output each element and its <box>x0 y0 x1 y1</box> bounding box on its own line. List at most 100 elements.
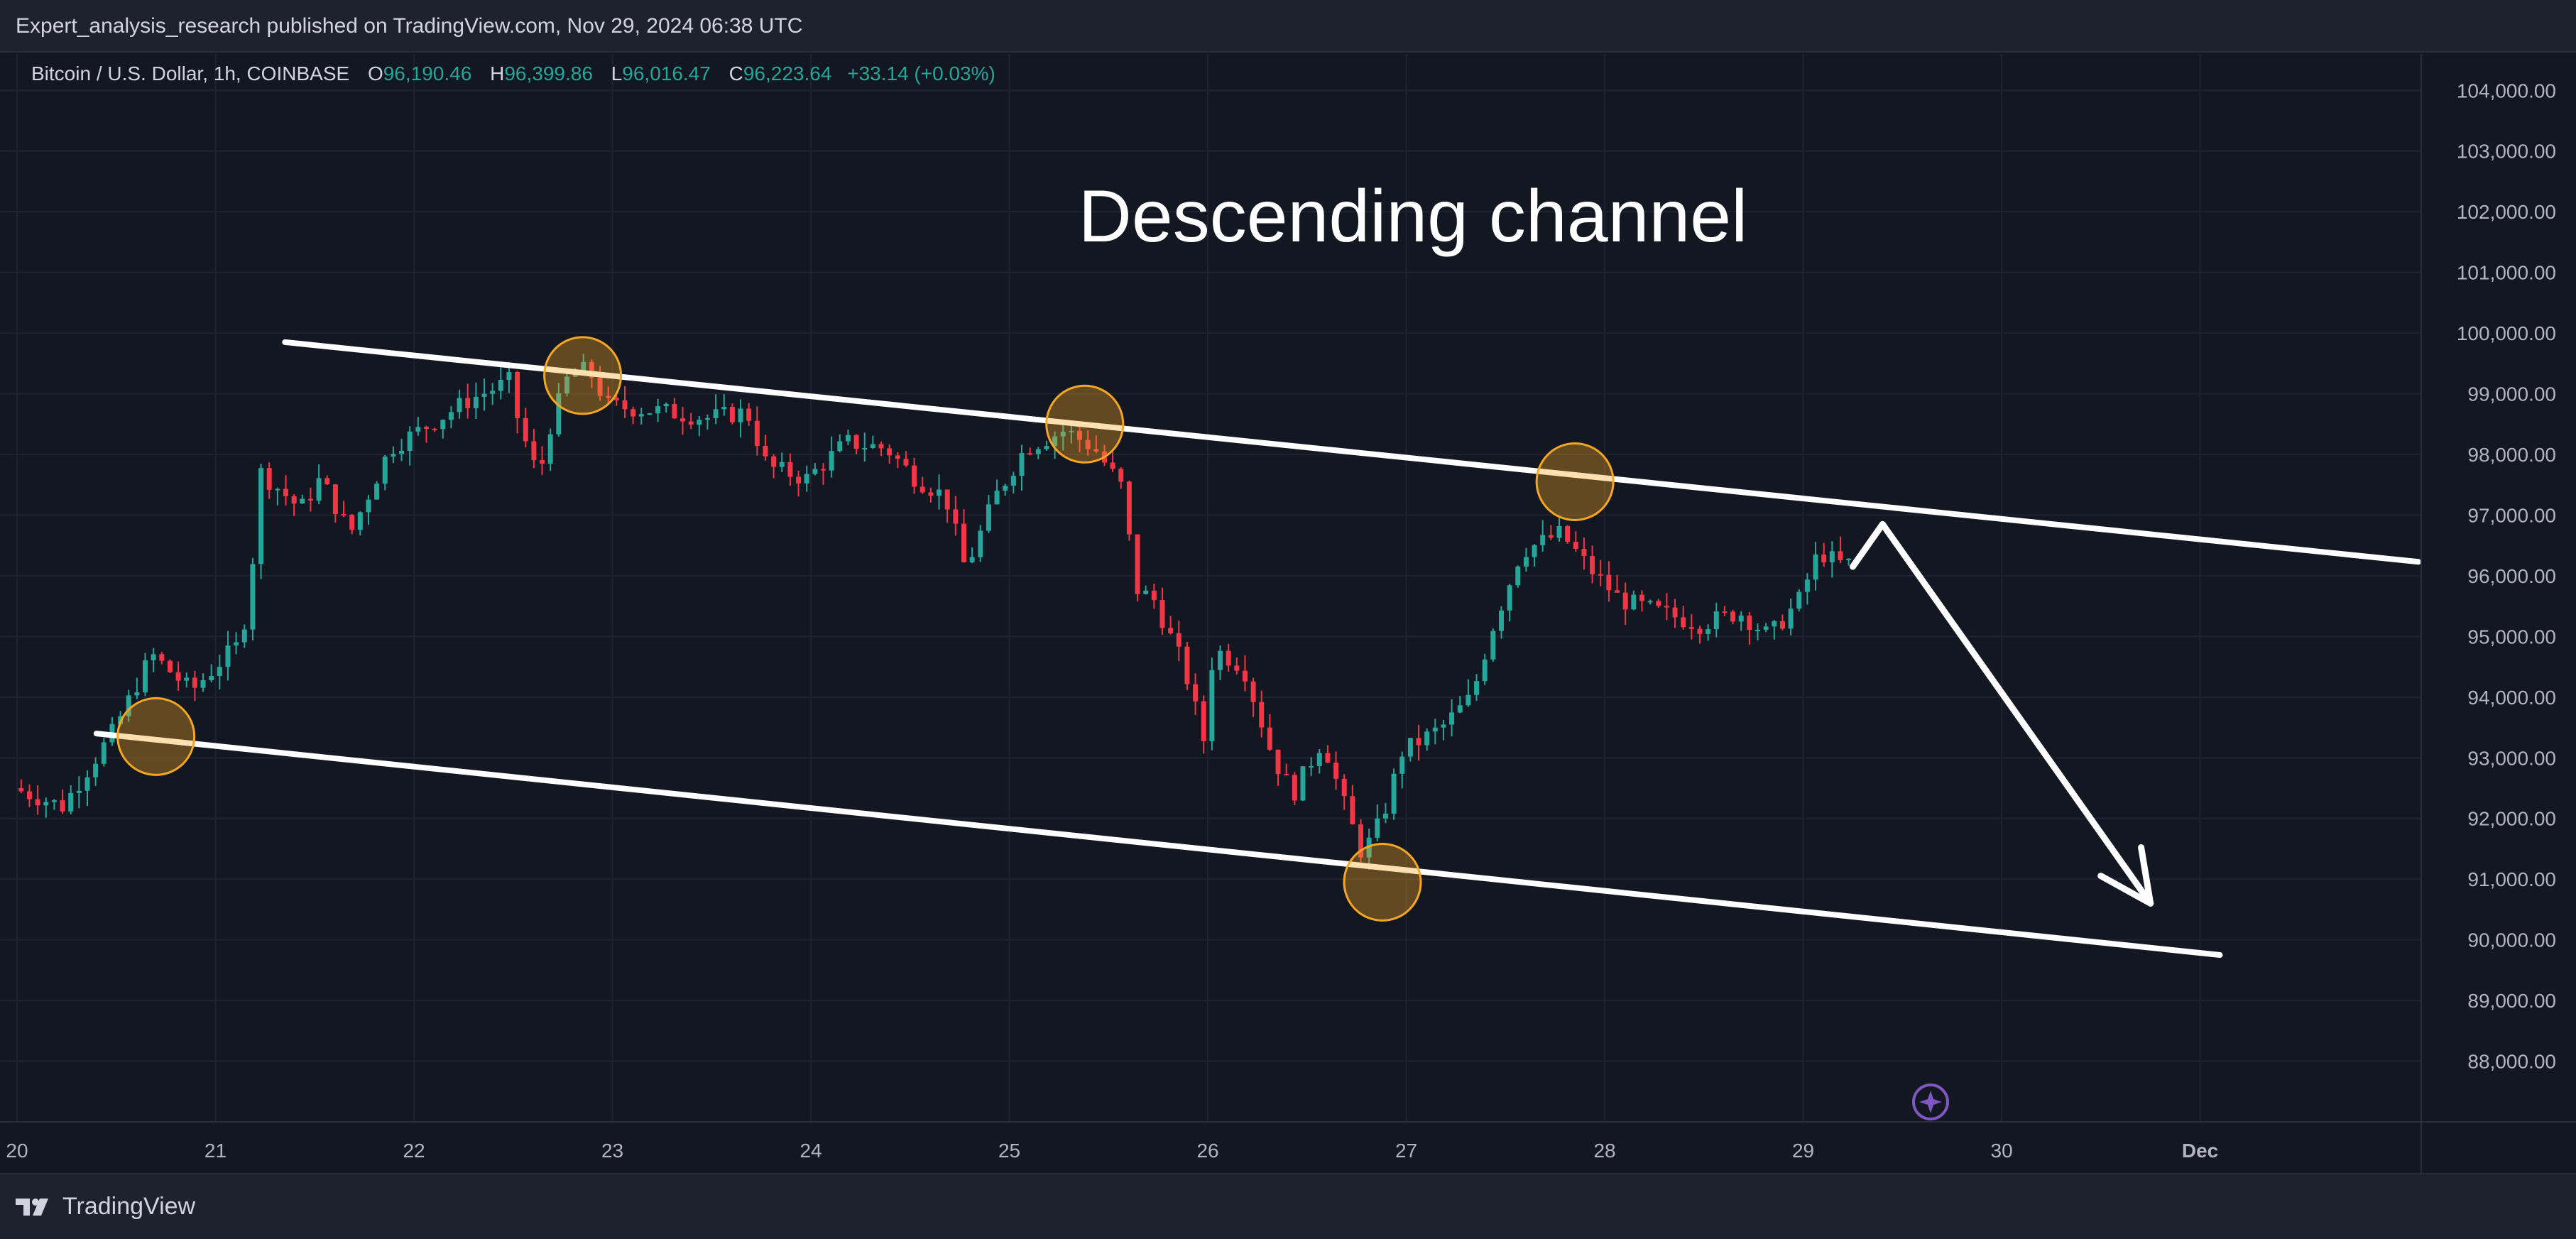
candle <box>787 453 793 486</box>
price-tick-label: 89,000.00 <box>2467 990 2556 1012</box>
candle-body <box>506 372 512 380</box>
candle <box>655 399 661 422</box>
candle <box>440 419 446 439</box>
candle <box>457 389 462 419</box>
candle <box>217 655 222 690</box>
time-axis[interactable]: 20 21 22 23 24 25 26 27 28 29 30 Dec <box>6 1140 2218 1162</box>
candle-body <box>366 499 371 513</box>
candle-body <box>1772 621 1777 627</box>
candle-body <box>209 675 214 681</box>
price-tick-label: 92,000.00 <box>2467 808 2556 830</box>
candle-body <box>1804 579 1810 592</box>
candle <box>1813 542 1818 591</box>
candle <box>332 484 338 523</box>
candle-body <box>440 420 446 430</box>
price-tick-label: 94,000.00 <box>2467 687 2556 709</box>
candle <box>1482 653 1488 685</box>
tradingview-brand: TradingView <box>62 1193 196 1220</box>
candle-body <box>1184 646 1190 684</box>
candle <box>1060 423 1066 451</box>
candle-body <box>1193 684 1199 702</box>
touch-point-marker <box>543 336 623 415</box>
candle-body <box>498 379 503 391</box>
candle <box>316 464 322 505</box>
candle <box>1069 425 1074 444</box>
candle <box>349 513 355 535</box>
candle <box>853 434 859 454</box>
candle-body <box>1341 778 1347 797</box>
candle-body <box>928 492 934 496</box>
candle-body <box>704 417 710 420</box>
candle-body <box>1416 738 1421 746</box>
candle <box>1466 679 1471 707</box>
candle-body <box>35 799 40 806</box>
candle-body <box>1126 481 1132 535</box>
candle <box>1416 724 1421 761</box>
candle-body <box>895 455 900 459</box>
sparkle-icon[interactable] <box>1912 1084 1949 1120</box>
candle-body <box>84 777 90 791</box>
candle-body <box>1027 453 1033 455</box>
candle <box>1168 616 1174 635</box>
low-value: 96,016.47 <box>622 62 711 84</box>
candle <box>531 429 537 469</box>
candle <box>1159 587 1165 635</box>
candle <box>60 790 65 814</box>
candle <box>721 394 727 416</box>
candle-body <box>1581 548 1587 557</box>
candle-body <box>307 498 313 501</box>
candle-body <box>1366 837 1372 858</box>
candle <box>1341 774 1347 810</box>
candle <box>1085 430 1091 457</box>
candle-body <box>1540 535 1546 545</box>
candle <box>1234 657 1240 675</box>
close-label: C <box>728 62 743 84</box>
candle-body <box>1118 469 1124 482</box>
price-axis[interactable]: 88,000.00 89,000.00 90,000.00 91,000.00 92,0… <box>2457 80 2556 1072</box>
candle-body <box>647 413 653 415</box>
candle-body <box>332 484 338 515</box>
candle-body <box>1077 430 1083 440</box>
candle-body <box>126 695 131 716</box>
candle <box>680 406 686 435</box>
candle <box>1730 609 1736 625</box>
candle-body <box>1292 775 1297 801</box>
candle-body <box>200 680 206 688</box>
candle-body <box>862 448 868 450</box>
candle-body <box>1242 670 1248 682</box>
candle-body <box>986 504 991 531</box>
candle-body <box>1159 600 1165 628</box>
candle <box>994 479 1000 505</box>
candle-body <box>1498 610 1504 631</box>
candle <box>1565 525 1571 544</box>
candle <box>324 475 330 486</box>
candle-body <box>300 498 305 504</box>
candle <box>1382 802 1388 824</box>
candle-body <box>1590 556 1595 574</box>
candle <box>887 444 893 464</box>
candle <box>1126 480 1132 541</box>
candle <box>1747 611 1752 645</box>
price-chart[interactable]: 88,000.00 89,000.00 90,000.00 91,000.00 92,0… <box>0 54 2576 1173</box>
candle <box>754 406 760 456</box>
candle <box>432 427 437 432</box>
candle <box>878 442 884 457</box>
candle-body <box>1829 551 1835 562</box>
candle-body <box>1019 453 1025 476</box>
candle-body <box>1399 756 1405 774</box>
candle-body <box>175 672 181 681</box>
tradingview-logo[interactable]: TradingView <box>16 1193 195 1221</box>
candle <box>275 487 280 506</box>
candle-body <box>1424 731 1430 746</box>
candle <box>1375 804 1380 841</box>
candle-body <box>357 512 363 530</box>
candle <box>1350 785 1355 825</box>
candle-body <box>1838 551 1843 560</box>
candle <box>407 426 413 466</box>
price-tick-label: 102,000.00 <box>2457 201 2556 223</box>
candle-body <box>547 434 553 464</box>
candle <box>423 425 429 443</box>
candle-body <box>1548 535 1554 538</box>
candle-body <box>1606 574 1612 591</box>
candle <box>18 779 24 794</box>
